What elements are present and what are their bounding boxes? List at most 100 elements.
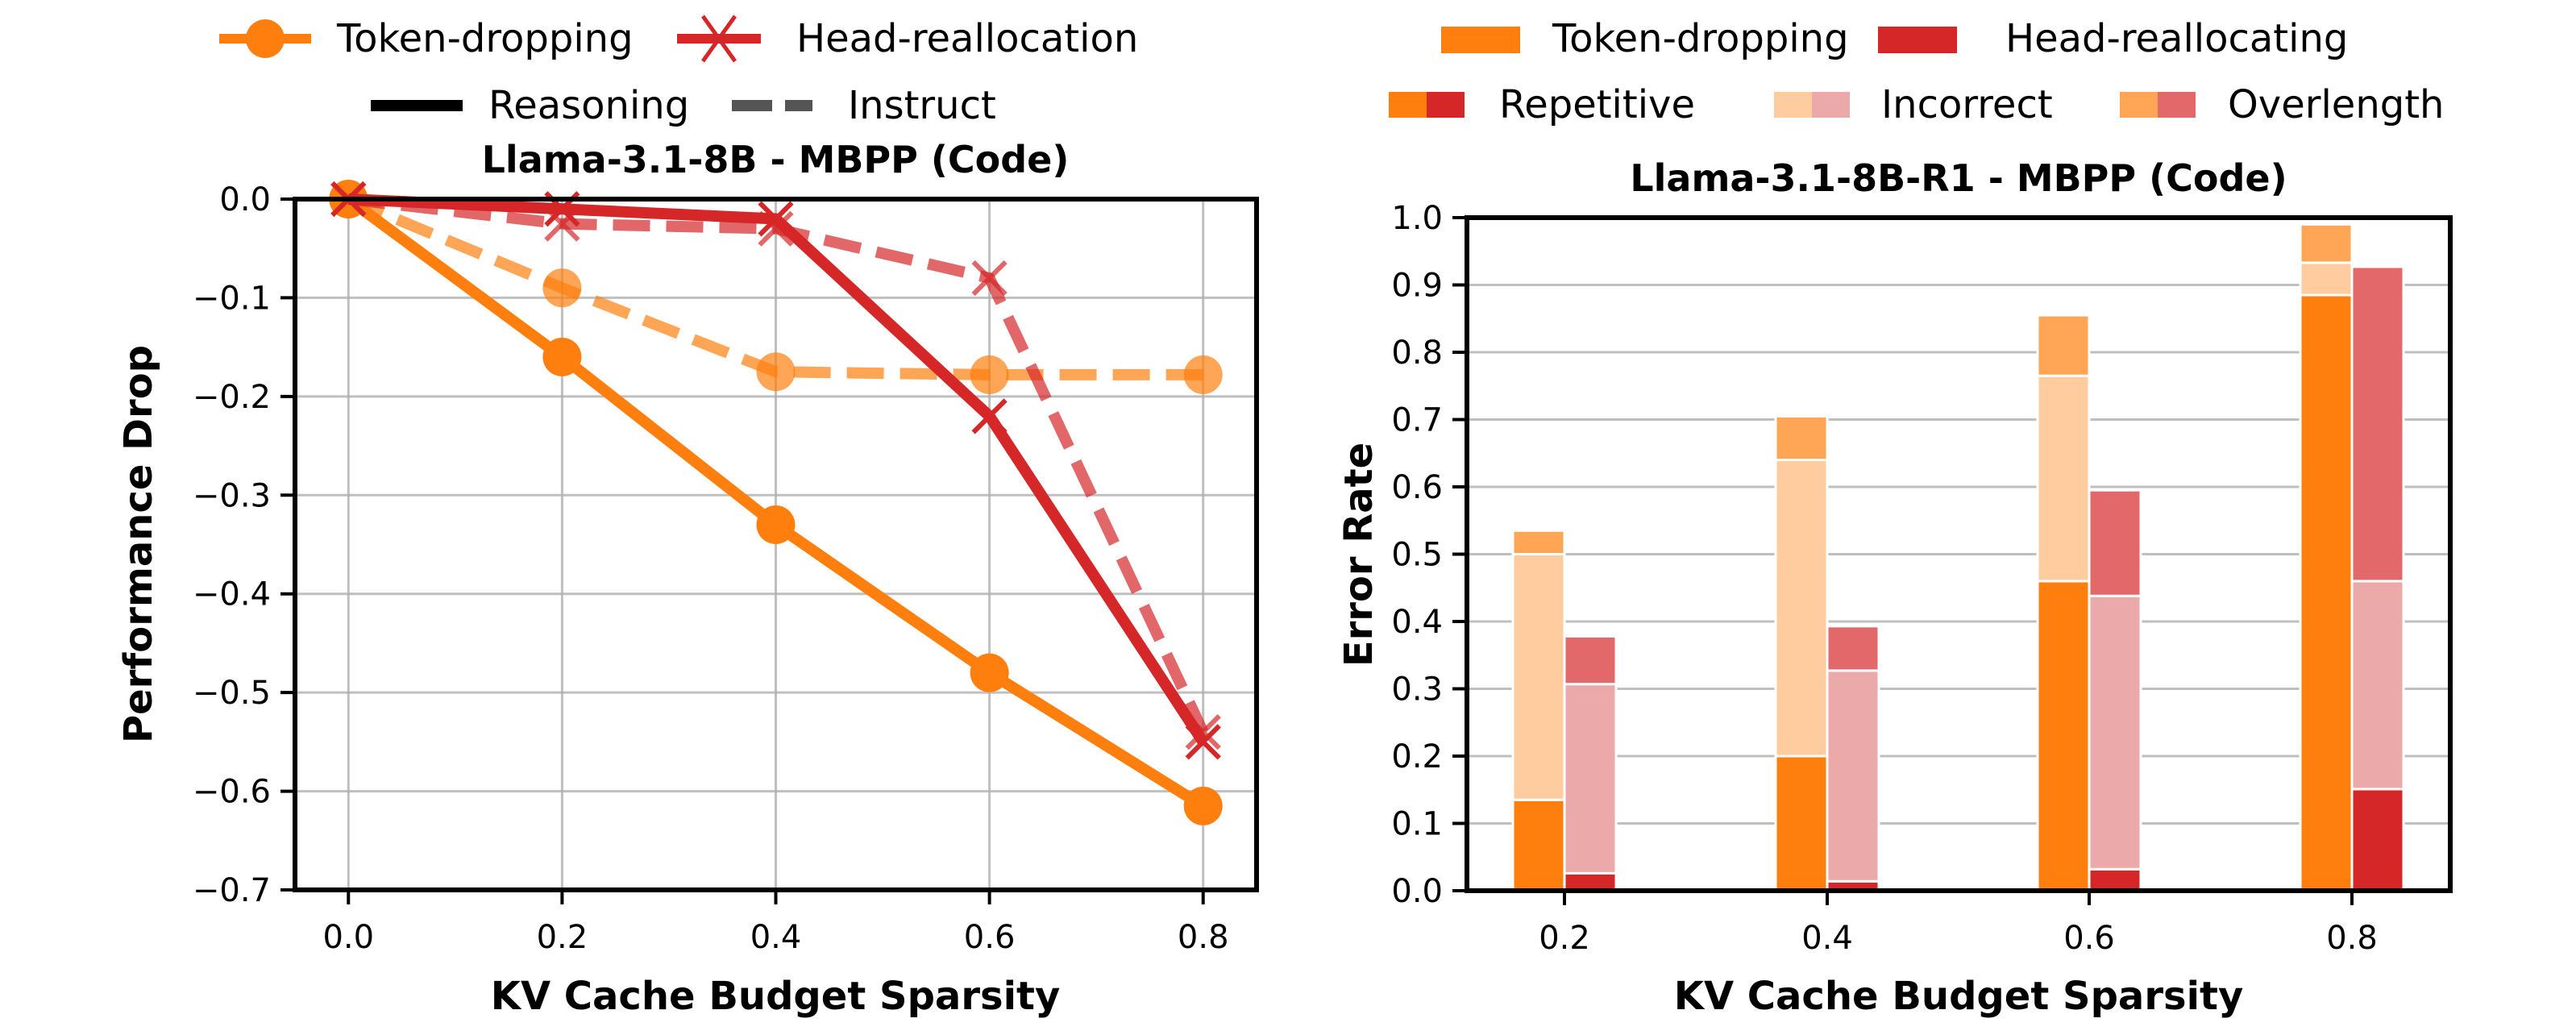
x-tick-label: 0.4: [1801, 920, 1853, 957]
x-axis-label: KV Cache Budget Sparsity: [491, 974, 1061, 1019]
y-tick-label: −0.7: [193, 872, 271, 909]
series-lines: [329, 180, 1223, 825]
y-tick-label: 0.0: [219, 181, 271, 218]
x-marker-icon: [700, 15, 737, 63]
data-point-circle: [1183, 786, 1223, 825]
legend-swatch-incorrect-token: [1774, 92, 1812, 118]
data-point-x: [971, 398, 1008, 434]
y-tick-label: −0.5: [193, 675, 271, 712]
y-tick-label: 0.9: [1391, 268, 1443, 305]
data-point-circle: [542, 268, 582, 308]
legend-item-overlength: Overlength: [2120, 82, 2444, 127]
y-axis-label: Error Rate: [1336, 443, 1381, 667]
legend-swatch-incorrect-head: [1812, 92, 1850, 118]
legend-item-head-reallocation: Head-reallocation: [677, 15, 1138, 63]
bar-segment-overlength: [2299, 222, 2354, 264]
bar-series-token-dropping: [1511, 222, 2354, 892]
data-point-circle: [970, 653, 1009, 692]
bar-segment-overlength: [1774, 414, 1829, 462]
bar-segment-overlength: [1563, 634, 1618, 686]
y-tick-label: 0.1: [1391, 806, 1443, 843]
legend: Token-dropping Head-reallocating Repetit…: [1389, 16, 2444, 127]
legend-item-incorrect: Incorrect: [1774, 82, 2053, 127]
bar-segment-overlength: [1826, 625, 1880, 672]
legend-label-token-dropping: Token-dropping: [336, 16, 634, 61]
bar-segment-repetitive: [2036, 580, 2091, 892]
gridlines: [1467, 216, 2450, 892]
data-point-x: [971, 260, 1008, 297]
legend-swatch-repetitive-token: [1389, 92, 1427, 118]
chart-title: Llama-3.1-8B-R1 - MBPP (Code): [1630, 156, 2287, 200]
y-tick-label: 0.7: [1391, 402, 1443, 439]
legend-item-repetitive: Repetitive: [1389, 82, 1695, 127]
legend-item-token-dropping: Token-dropping: [1441, 16, 1849, 61]
y-tick-label: −0.1: [193, 280, 271, 317]
x-tick-label: 0.4: [750, 919, 802, 956]
y-tick-label: 0.0: [1391, 873, 1443, 910]
y-tick-label: 0.2: [1391, 738, 1443, 775]
data-point-x: [1185, 724, 1221, 760]
x-tick-label: 0.0: [322, 919, 374, 956]
data-point-x: [1185, 713, 1221, 750]
y-axis-label: Performance Drop: [116, 345, 161, 743]
x-tick-label: 0.2: [537, 919, 588, 956]
y-tick-label: −0.4: [193, 576, 271, 613]
x-tick-label: 0.6: [2063, 920, 2115, 957]
legend-swatch-repetitive-head: [1427, 92, 1465, 118]
bar-segment-incorrect: [2088, 594, 2142, 871]
bar-segment-repetitive: [2088, 867, 2142, 892]
data-point-circle: [1183, 355, 1223, 394]
data-point-x: [758, 210, 794, 247]
bar-segment-repetitive: [1563, 871, 1618, 892]
y-tick-label: −0.2: [193, 379, 271, 416]
legend-item-token-dropping: Token-dropping: [219, 16, 634, 61]
legend-label-repetitive: Repetitive: [1499, 82, 1695, 127]
data-point-circle: [970, 355, 1009, 394]
x-tick-label: 0.2: [1539, 920, 1590, 957]
y-tick-label: 0.6: [1391, 469, 1443, 506]
legend-item-reasoning: Reasoning: [371, 83, 689, 128]
bar-segment-incorrect: [1826, 669, 1880, 883]
legend-label-incorrect: Incorrect: [1881, 82, 2053, 127]
legend-swatch-head-reallocating: [1878, 27, 1957, 53]
y-ticks: 0.0 0.1 0.2 0.3 0.4 0.5 0.6 0.7 0.8 0.9 1.0: [1391, 200, 1467, 910]
y-tick-label: 0.5: [1391, 537, 1443, 574]
legend-label-head-reallocating: Head-reallocating: [2005, 16, 2348, 61]
legend-label-reasoning: Reasoning: [488, 83, 689, 128]
legend-swatch-overlength-token: [2120, 92, 2158, 118]
bar-segment-overlength: [2088, 488, 2142, 597]
bar-segment-repetitive: [1511, 798, 1566, 892]
bar-segment-repetitive: [2350, 788, 2405, 892]
y-tick-label: 0.3: [1391, 671, 1443, 709]
bar-segment-incorrect: [2036, 374, 2091, 583]
y-tick-label: 0.4: [1391, 604, 1443, 641]
y-tick-label: 1.0: [1391, 200, 1443, 237]
data-point-x: [544, 206, 580, 242]
data-point-circle: [756, 352, 796, 392]
data-point-circle: [756, 505, 796, 545]
legend-label-token-dropping: Token-dropping: [1552, 16, 1849, 61]
bar-segment-repetitive: [1774, 754, 1829, 892]
x-tick-label: 0.8: [1178, 919, 1229, 956]
bar-segment-repetitive: [2299, 293, 2354, 892]
x-ticks: 0.0 0.2 0.4 0.6 0.8: [322, 890, 1229, 956]
circle-marker-icon: [246, 19, 285, 58]
stacked-bar-chart-error-rate: 0.0 0.1 0.2 0.3 0.4 0.5 0.6 0.7 0.8 0.9 1.0 0.2 0.4…: [1336, 16, 2453, 1019]
legend-label-overlength: Overlength: [2228, 82, 2444, 127]
bar-segment-incorrect: [2350, 580, 2405, 791]
chart-title: Llama-3.1-8B - MBPP (Code): [482, 138, 1070, 181]
series-token-dropping-reasoning: [329, 180, 1223, 825]
legend-label-head-reallocation: Head-reallocation: [796, 16, 1138, 61]
x-tick-label: 0.6: [964, 919, 1016, 956]
data-point-circle: [542, 337, 582, 376]
y-tick-label: −0.6: [193, 774, 271, 811]
bar-segment-overlength: [2350, 265, 2405, 583]
bar-segment-incorrect: [1774, 459, 1829, 758]
line-chart-performance-drop: 0.0−0.1−0.2−0.3−0.4−0.5−0.6−0.7 0.0 0.2 0.…: [116, 15, 1259, 1019]
bar-segment-incorrect: [2299, 261, 2354, 297]
bar-segment-incorrect: [1563, 683, 1618, 875]
legend-item-instruct: Instruct: [732, 83, 996, 128]
bar-segment-overlength: [2036, 314, 2091, 377]
bars: [1511, 222, 2405, 892]
